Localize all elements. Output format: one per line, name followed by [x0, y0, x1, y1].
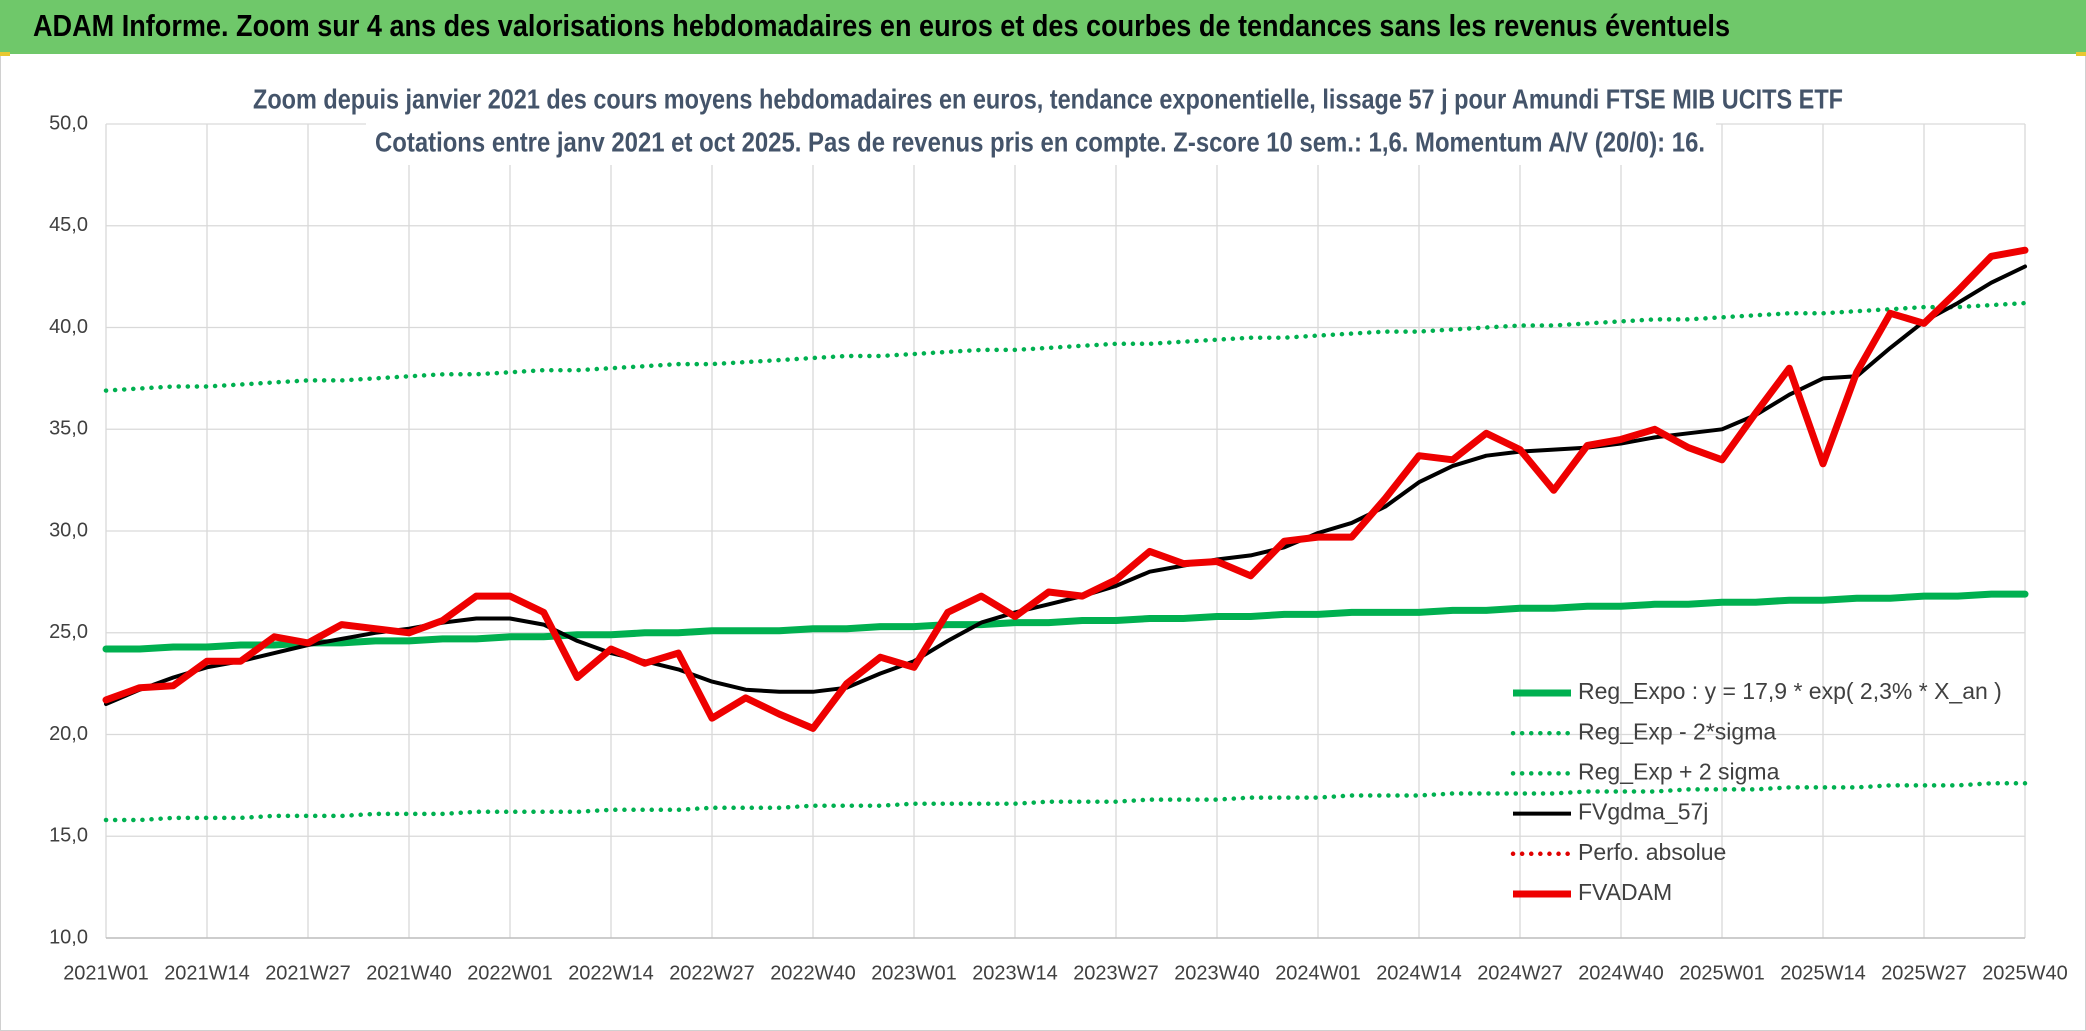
x-tick-label: 2025W40: [1982, 962, 2068, 984]
chart-title: Zoom depuis janvier 2021 des cours moyen…: [253, 83, 1843, 114]
x-tick-label: 2021W14: [164, 962, 250, 984]
series-line: [103, 781, 2028, 823]
y-tick-label: 40,0: [49, 316, 88, 338]
x-tick-label: 2022W01: [467, 962, 553, 984]
y-tick-label: 35,0: [49, 418, 88, 440]
title-bg: [246, 80, 1850, 122]
x-tick-label: 2021W27: [265, 962, 351, 984]
legend-label: Perfo. absolue: [1578, 839, 1726, 865]
x-tick-label: 2022W14: [568, 962, 654, 984]
series-line: [103, 300, 2028, 393]
chart-subtitle: Cotations entre janv 2021 et oct 2025. P…: [375, 126, 1705, 157]
y-tick-label: 20,0: [49, 723, 88, 745]
series-line: [102, 590, 2029, 653]
legend-label: FVADAM: [1578, 879, 1672, 905]
x-tick-label: 2021W01: [63, 962, 149, 984]
x-tick-label: 2025W27: [1881, 962, 1967, 984]
x-tick-label: 2022W40: [770, 962, 856, 984]
title-bg: [366, 123, 1716, 165]
legend-label: Reg_Exp + 2 sigma: [1578, 758, 1780, 784]
x-tick-label: 2024W40: [1578, 962, 1664, 984]
y-tick-label: 45,0: [49, 214, 88, 236]
y-tick-label: 25,0: [49, 621, 88, 643]
plot: 10,0 15,0 20,0 25,0 30,0 35,0 40,0 45,0 50,0 2021…: [49, 112, 2068, 984]
legend-label: FVgdma_57j: [1578, 799, 1708, 825]
x-tick-label: 2024W01: [1275, 962, 1361, 984]
series-line: [102, 246, 2029, 732]
y-tick-label: 10,0: [49, 926, 88, 948]
corner: [2076, 52, 2086, 56]
x-tick-label: 2021W40: [366, 962, 452, 984]
header-title: ADAM Informe. Zoom sur 4 ans des valoris…: [33, 8, 1730, 43]
legend-label: Reg_Exp - 2*sigma: [1578, 718, 1776, 744]
x-tick-label: 2023W40: [1174, 962, 1260, 984]
corner: [0, 52, 10, 56]
y-tick-label: 15,0: [49, 825, 88, 847]
y-tick-label: 30,0: [49, 519, 88, 541]
y-tick-label: 50,0: [49, 112, 88, 134]
x-tick-label: 2023W14: [972, 962, 1058, 984]
x-tick-label: 2023W01: [871, 962, 957, 984]
x-tick-label: 2024W27: [1477, 962, 1563, 984]
legend-label: Reg_Expo : y = 17,9 * exp( 2,3% * X_an ): [1578, 678, 2002, 704]
header-bar: [0, 0, 2086, 54]
x-tick-label: 2025W01: [1679, 962, 1765, 984]
x-tick-label: 2025W14: [1780, 962, 1866, 984]
x-tick-label: 2023W27: [1073, 962, 1159, 984]
x-tick-label: 2024W14: [1376, 962, 1462, 984]
x-tick-label: 2022W27: [669, 962, 755, 984]
